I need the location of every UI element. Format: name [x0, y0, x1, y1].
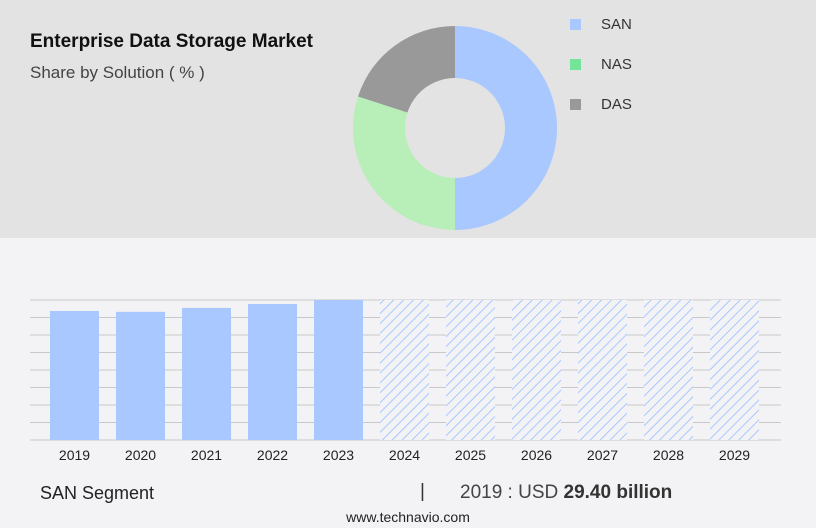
donut-slice-das	[357, 26, 455, 113]
segment-label: SAN Segment	[40, 483, 155, 503]
x-tick-label: 2019	[59, 447, 90, 463]
bar-2023	[314, 300, 363, 440]
legend-label: SAN	[601, 15, 632, 33]
bar-2021	[182, 307, 231, 440]
legend-item-san: SAN	[570, 14, 632, 34]
chart-subtitle: Share by Solution ( % )	[30, 63, 205, 82]
forecast-bar-2024	[380, 300, 429, 440]
value-text: 29.40 billion	[563, 482, 673, 503]
legend-swatch-das	[570, 98, 581, 110]
forecast-bar-2025	[446, 300, 495, 440]
x-tick-label: 2028	[653, 447, 684, 463]
bar-2022	[248, 303, 297, 440]
x-tick-label: 2021	[191, 447, 222, 463]
segment-value: 2019 : USD 29.40 billion	[460, 482, 672, 504]
legend-swatch-nas	[570, 58, 581, 70]
forecast-bar-2029	[710, 300, 759, 440]
forecast-bar-2026	[512, 300, 561, 440]
forecast-bar-2027	[578, 300, 627, 440]
separator: |	[420, 481, 425, 502]
x-tick-label: 2024	[389, 447, 420, 463]
donut-slice-nas	[353, 96, 455, 230]
bar-2019	[50, 310, 99, 440]
x-tick-label: 2029	[719, 447, 750, 463]
bar-2020	[116, 311, 165, 440]
chart-title: Enterprise Data Storage Market	[30, 31, 313, 52]
legend: SAN NAS DAS	[570, 14, 632, 134]
x-tick-label: 2020	[125, 447, 156, 463]
legend-swatch-san	[570, 18, 581, 30]
forecast-bar-2028	[644, 300, 693, 440]
source-url: www.technavio.com	[346, 509, 470, 525]
x-tick-label: 2025	[455, 447, 486, 463]
donut-chart	[353, 26, 557, 230]
donut-slice-san	[455, 26, 557, 230]
bar-chart: 2019 2020 2021 2022 2023 2024 2025 2026 2027 2028…	[30, 299, 781, 463]
x-tick-label: 2023	[323, 447, 354, 463]
legend-item-das: DAS	[570, 94, 632, 114]
x-tick-label: 2027	[587, 447, 618, 463]
legend-item-nas: NAS	[570, 54, 632, 74]
legend-label: NAS	[601, 55, 632, 73]
x-tick-label: 2026	[521, 447, 552, 463]
legend-label: DAS	[601, 95, 632, 113]
year-label: 2019 : USD	[460, 482, 559, 503]
x-tick-label: 2022	[257, 447, 288, 463]
